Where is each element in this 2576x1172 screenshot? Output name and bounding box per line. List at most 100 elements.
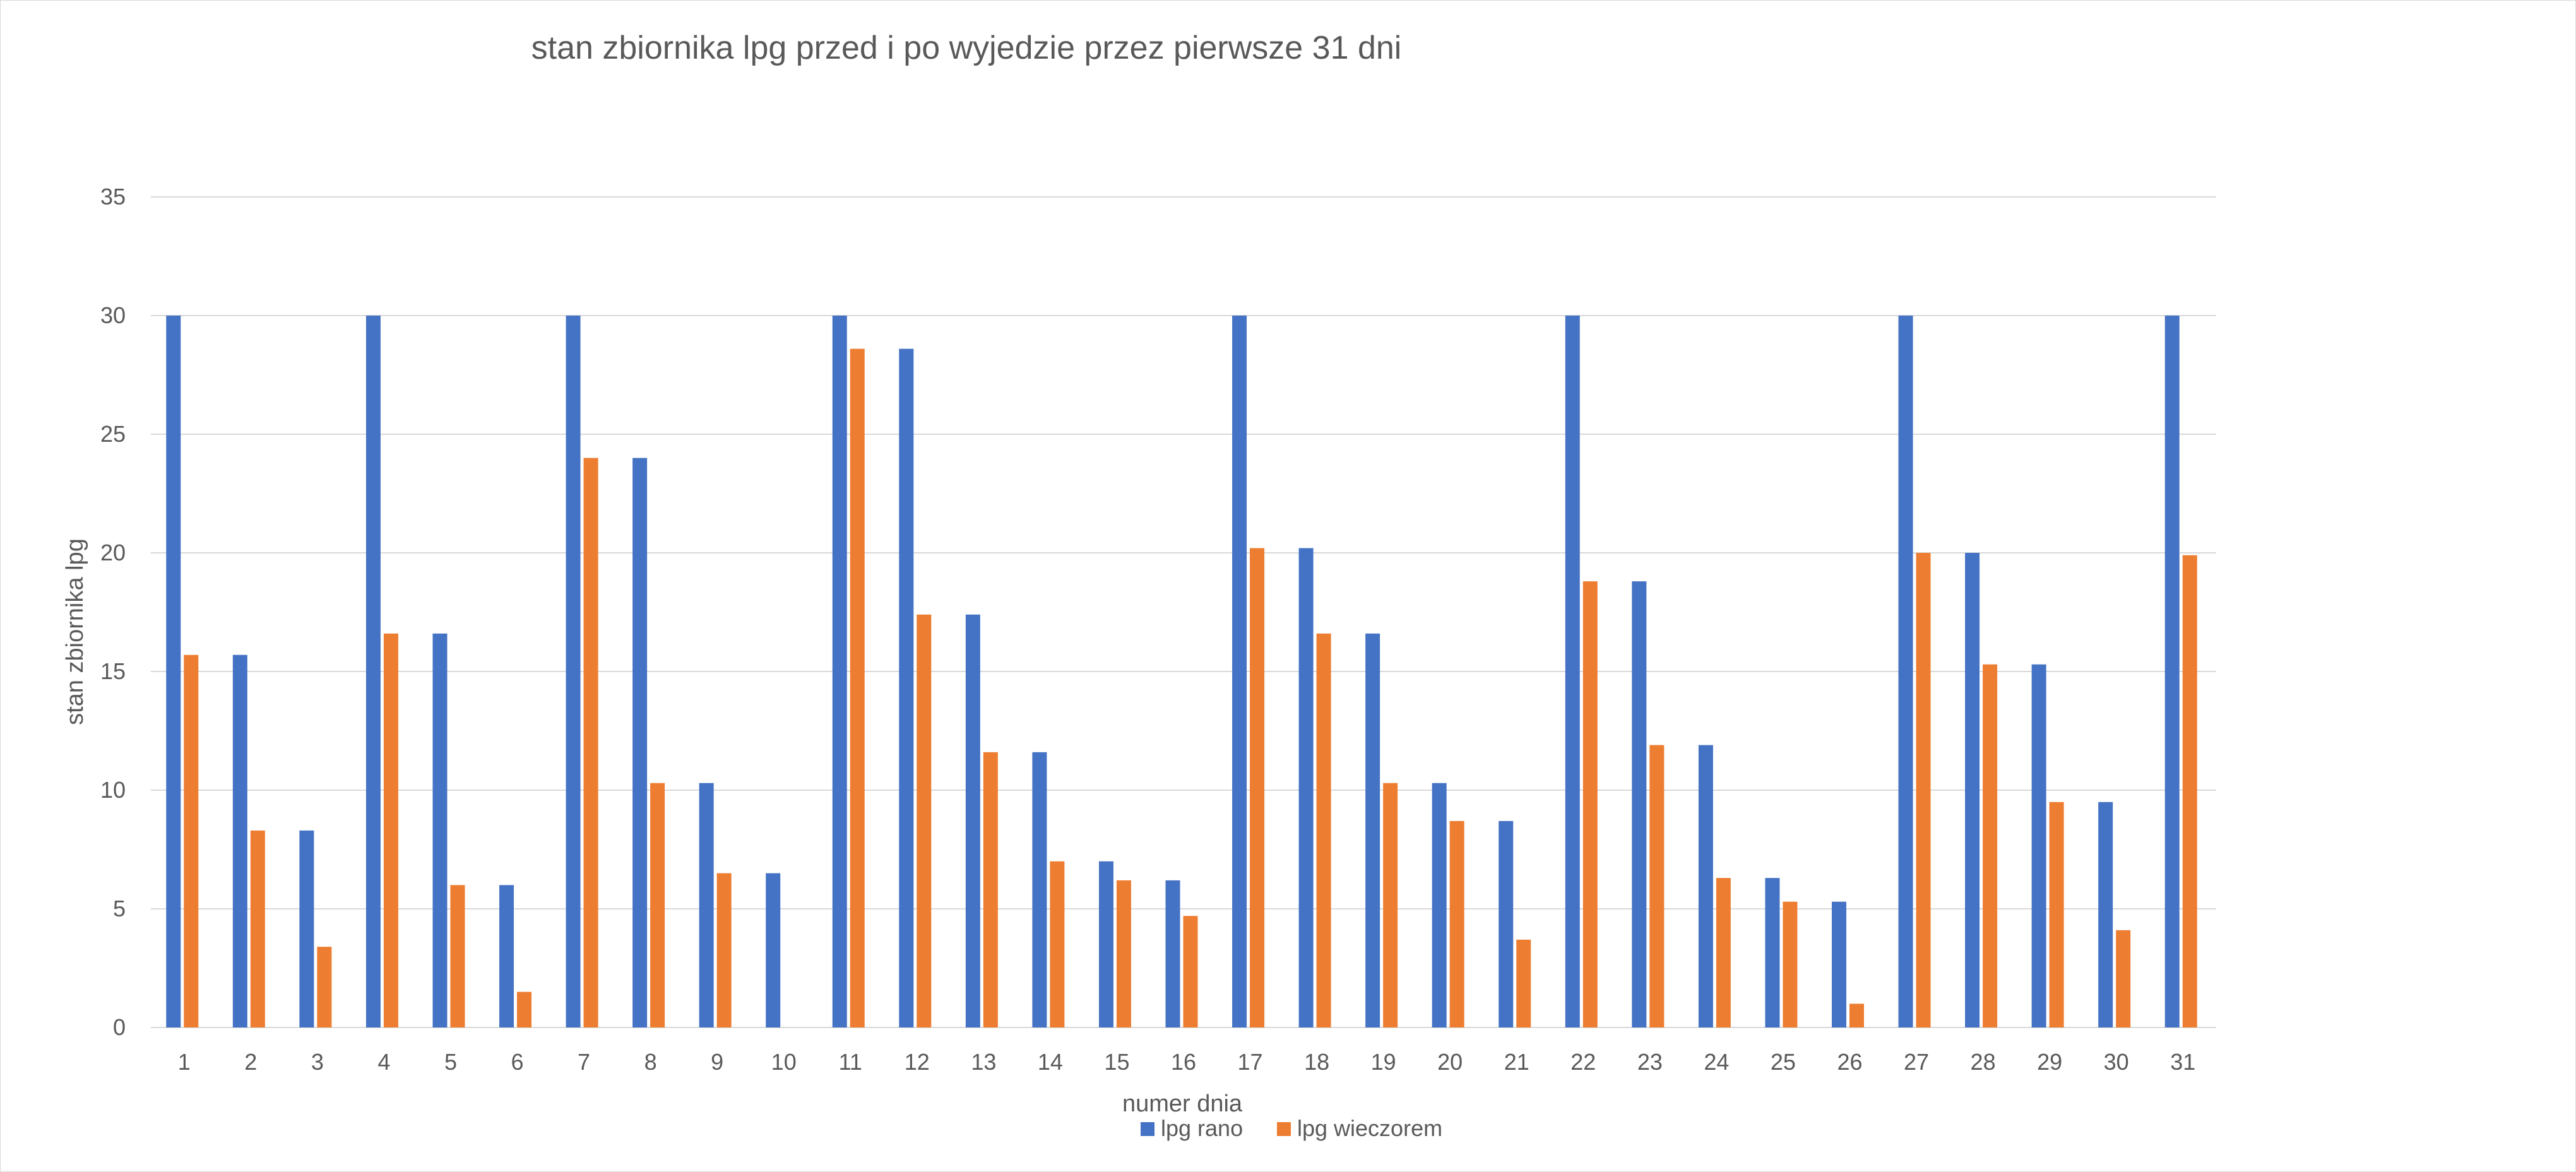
x-tick-label: 7 (578, 1049, 590, 1075)
bar-lpg-rano (1499, 820, 1514, 1027)
bar-lpg-rano (1831, 901, 1846, 1027)
x-tick-label: 3 (311, 1049, 324, 1075)
bar-lpg-rano (1232, 316, 1247, 1027)
legend-swatch (1141, 1122, 1154, 1136)
bar-lpg-wieczorem (184, 654, 199, 1027)
bar-lpg-rano (1365, 633, 1380, 1027)
x-axis-label: numer dnia (1122, 1091, 1243, 1117)
x-tick-label: 14 (1038, 1049, 1063, 1075)
x-tick-label: 13 (971, 1049, 996, 1075)
x-tick-label: 12 (905, 1049, 930, 1075)
y-tick-label: 35 (100, 184, 126, 210)
bar-lpg-wieczorem (517, 991, 532, 1027)
bar-lpg-rano (1632, 581, 1647, 1027)
x-tick-label: 11 (839, 1049, 862, 1075)
bar-lpg-rano (899, 348, 914, 1027)
bar-lpg-rano (2164, 316, 2180, 1027)
x-tick-label: 17 (1238, 1049, 1263, 1075)
gridlines (151, 196, 2216, 1028)
x-tick-label: 21 (1504, 1049, 1529, 1075)
bar-lpg-wieczorem (1516, 939, 1531, 1027)
x-tick-label: 24 (1704, 1049, 1729, 1075)
bar-lpg-wieczorem (983, 752, 998, 1027)
x-tick-label: 31 (2170, 1049, 2195, 1075)
x-tick-label: 19 (1371, 1049, 1396, 1075)
bar-lpg-rano (1165, 880, 1180, 1027)
bar-lpg-rano (1565, 316, 1580, 1027)
y-tick-label: 10 (100, 777, 126, 803)
bar-lpg-wieczorem (917, 614, 932, 1027)
x-tick-label: 28 (1971, 1049, 1996, 1075)
bar-lpg-rano (166, 316, 181, 1027)
bar-lpg-wieczorem (1582, 581, 1598, 1027)
bar-lpg-wieczorem (1449, 820, 1464, 1027)
y-tick-label: 15 (100, 658, 126, 684)
x-axis-ticks: 1 2 3 4 5 6 7 8 9 10 11 12 13 14 15 16 17 18 19 20 21 22 23 24 2… (178, 1049, 2195, 1075)
bar-lpg-rano (832, 316, 847, 1027)
bar-lpg-wieczorem (1183, 916, 1198, 1027)
bar-lpg-wieczorem (1116, 880, 1131, 1027)
y-tick-label: 30 (100, 302, 126, 328)
legend: lpg rano lpg wieczorem (1141, 1115, 1442, 1141)
bars (166, 316, 2197, 1027)
x-tick-label: 4 (377, 1049, 390, 1075)
x-tick-label: 10 (771, 1049, 797, 1075)
bar-lpg-rano (965, 614, 980, 1027)
bar-lpg-rano (1898, 316, 1913, 1027)
legend-label: lpg wieczorem (1297, 1115, 1442, 1141)
chart-title: stan zbiornika lpg przed i po wyjedzie p… (531, 30, 1402, 66)
x-tick-label: 16 (1171, 1049, 1196, 1075)
bar-lpg-wieczorem (1250, 548, 1265, 1027)
bar-lpg-rano (566, 316, 581, 1027)
bar-lpg-wieczorem (1849, 1003, 1864, 1027)
bar-lpg-wieczorem (1783, 901, 1798, 1027)
bar-lpg-rano (766, 873, 781, 1027)
bar-lpg-rano (699, 783, 714, 1027)
x-tick-label: 15 (1104, 1049, 1129, 1075)
bar-lpg-rano (432, 633, 448, 1027)
y-axis-ticks: 0 5 10 15 20 25 30 35 (100, 184, 126, 1040)
x-tick-label: 25 (1771, 1049, 1796, 1075)
bar-lpg-wieczorem (317, 947, 332, 1027)
legend-swatch (1277, 1122, 1291, 1136)
bar-lpg-rano (232, 654, 247, 1027)
bar-lpg-rano (1698, 745, 1713, 1027)
y-axis-label: stan zbiornika lpg (62, 538, 88, 725)
bar-lpg-wieczorem (1983, 664, 1998, 1027)
y-tick-label: 25 (100, 421, 126, 447)
bar-lpg-rano (2031, 664, 2046, 1027)
bar-lpg-rano (632, 458, 648, 1027)
bar-lpg-wieczorem (1383, 783, 1398, 1027)
bar-lpg-wieczorem (1649, 745, 1665, 1027)
bar-lpg-rano (2098, 802, 2113, 1027)
x-tick-label: 29 (2037, 1049, 2062, 1075)
bar-lpg-rano (365, 316, 381, 1027)
bar-lpg-wieczorem (1050, 861, 1065, 1027)
bar-lpg-wieczorem (1916, 553, 1931, 1027)
bar-lpg-wieczorem (583, 458, 598, 1027)
bar-lpg-wieczorem (250, 830, 265, 1027)
x-tick-label: 1 (178, 1049, 191, 1075)
bar-lpg-wieczorem (2049, 802, 2064, 1027)
x-tick-label: 20 (1437, 1049, 1463, 1075)
y-tick-label: 20 (100, 540, 126, 565)
x-tick-label: 22 (1570, 1049, 1596, 1075)
bar-lpg-wieczorem (650, 783, 665, 1027)
x-tick-label: 26 (1837, 1049, 1862, 1075)
bar-lpg-rano (1032, 752, 1047, 1027)
bar-lpg-rano (1432, 783, 1447, 1027)
bar-lpg-wieczorem (716, 873, 732, 1027)
bar-lpg-rano (499, 885, 514, 1027)
bar-lpg-rano (1965, 553, 1980, 1027)
y-tick-label: 0 (113, 1014, 126, 1040)
x-tick-label: 27 (1904, 1049, 1929, 1075)
x-tick-label: 9 (711, 1049, 723, 1075)
bar-lpg-wieczorem (2182, 555, 2197, 1027)
x-tick-label: 2 (244, 1049, 257, 1075)
bar-lpg-rano (299, 830, 314, 1027)
x-tick-label: 18 (1304, 1049, 1329, 1075)
bar-lpg-wieczorem (1716, 878, 1731, 1027)
x-tick-label: 5 (444, 1049, 457, 1075)
